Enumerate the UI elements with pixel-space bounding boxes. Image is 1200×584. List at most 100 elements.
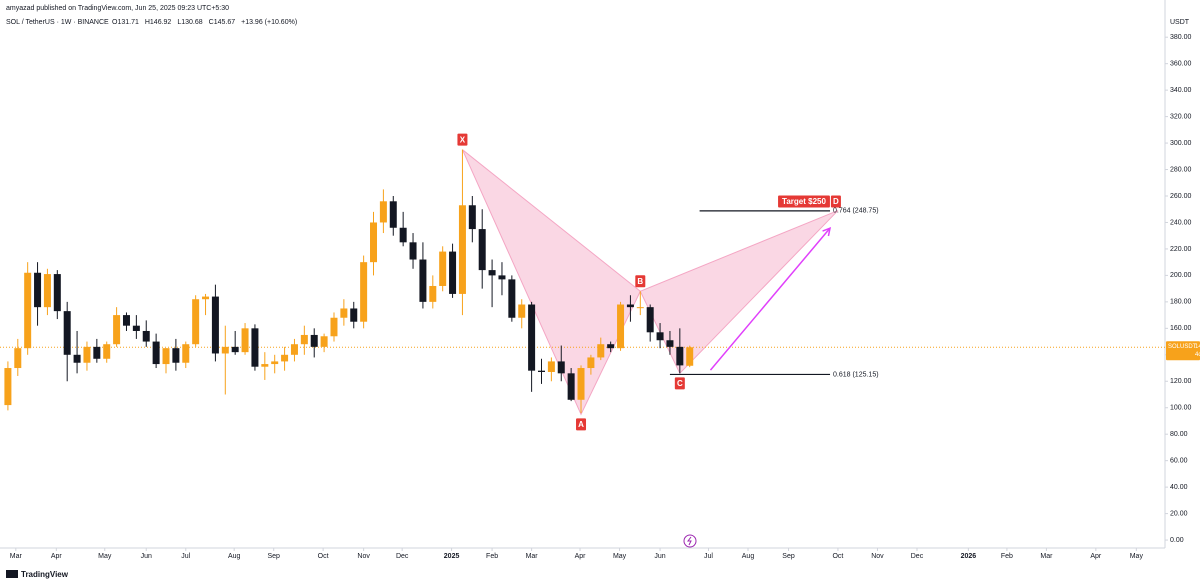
candle-body [152,341,160,365]
target-label-box [778,195,830,208]
price-label-box [1166,341,1200,361]
candle-body [488,270,496,276]
x-tick-label: Feb [1001,553,1013,560]
candle-body [370,222,378,263]
y-tick-label: 60.00 [1170,458,1188,465]
ohlc-label: C145.67 [209,19,236,26]
candle-body [656,332,664,341]
ohlc-label: O131.71 [112,19,139,26]
candle-body [676,346,684,366]
point-label-box [576,418,587,431]
candle-body [4,368,12,406]
candle-body [577,368,585,400]
symbol: SOL / TetherUS · 1W · BINANCE [6,19,109,26]
candle-body [419,259,427,302]
candle-body [528,304,536,371]
candle-body [53,274,61,312]
x-tick-label: Oct [832,553,843,560]
y-tick-label: 100.00 [1170,405,1192,412]
y-axis-unit: USDT [1170,19,1190,26]
price-value: 145.67 [1195,344,1200,350]
x-tick-label: Jul [704,553,713,560]
candle-body [24,272,32,349]
candle-body [43,274,51,308]
publisher: amyazad published on TradingView.com, Ju… [6,5,229,12]
y-tick-label: 260.00 [1170,193,1192,200]
candle-body [83,346,91,363]
candle-body [636,307,644,309]
candle-body [310,334,318,347]
x-tick-label: Aug [742,553,755,560]
arrow-head [822,226,832,237]
point-label-box [635,275,646,288]
x-tick-label: 2025 [444,553,460,560]
candle-body [192,299,200,345]
candle-body [567,373,575,400]
candle-body [626,304,634,308]
x-tick-label: Aug [228,553,241,560]
candle-body [261,364,269,367]
x-tick-label: Jun [654,553,665,560]
point-label: D [833,197,839,206]
candle-body [172,348,180,363]
y-tick-label: 120.00 [1170,378,1192,385]
candle-body [537,370,545,372]
candle-body [241,328,249,353]
candle-body [547,361,555,372]
x-tick-label: Dec [911,553,924,560]
fib-level-label: 0.618 (125.15) [833,371,879,378]
candle-body [498,275,506,280]
x-tick-label: Apr [1090,553,1102,560]
candle-body [617,304,625,349]
candle-body [300,334,308,345]
y-tick-label: 240.00 [1170,219,1192,226]
candle-body [103,344,111,359]
candle-body [63,311,71,355]
candle-body [330,317,338,337]
ohlc-label: L130.68 [177,19,202,26]
candle-body [271,361,279,365]
candle-body [399,227,407,243]
pattern-xab [461,149,641,416]
candle-body [508,279,516,318]
candle-body [429,285,437,302]
point-label: B [637,277,643,286]
candle-body [518,304,526,318]
x-tick-label: Nov [871,553,884,560]
y-tick-label: 360.00 [1170,61,1192,68]
ohlc-label: H146.92 [145,19,172,26]
point-label: C [677,379,683,388]
x-tick-label: Jun [141,553,152,560]
candle-body [557,361,565,374]
x-tick-label: Feb [486,553,498,560]
x-tick-label: May [98,553,112,560]
y-tick-label: 0.00 [1170,537,1184,544]
target-label: Target $250 [782,197,826,206]
candle-body [468,205,476,230]
y-tick-label: 20.00 [1170,510,1188,517]
candle-body [113,315,121,345]
y-tick-label: 40.00 [1170,484,1188,491]
candle-body [666,340,674,347]
candle-body [221,346,229,354]
y-tick-label: 280.00 [1170,166,1192,173]
candle-body [587,357,595,369]
logo-mark [6,570,18,578]
event-icon-bolt [687,536,692,546]
point-label-box [830,195,841,208]
x-tick-label: Apr [575,553,587,560]
candle-body [132,325,140,331]
candle-body [290,344,298,355]
candle-body [439,251,447,286]
point-label-box [457,133,468,146]
arrow-shaft [709,227,831,371]
candle-body [14,348,22,369]
x-tick-label: Oct [318,553,329,560]
candle-body [34,272,42,308]
candle-body [93,346,101,359]
candle-body [458,205,466,294]
candle-body [340,308,348,318]
x-tick-label: Nov [357,553,370,560]
